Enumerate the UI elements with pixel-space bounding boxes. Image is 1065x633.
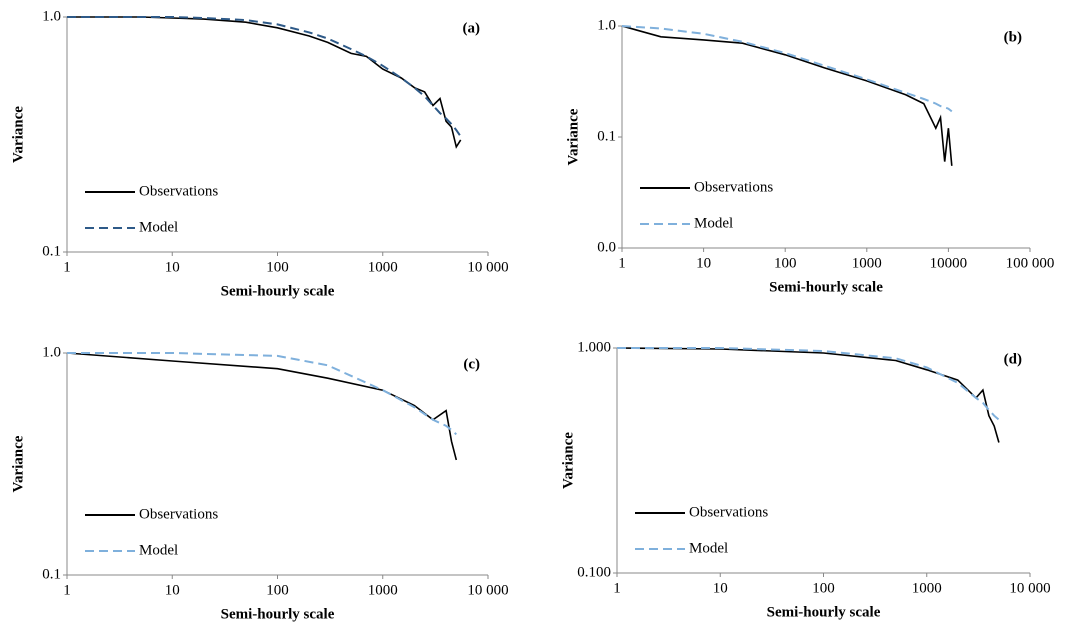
series-line [67, 16, 462, 149]
series-line [67, 352, 457, 436]
x-tick-label: 10 000 [467, 582, 508, 598]
legend-label: Observations [689, 504, 768, 520]
x-tick-label: 10 [696, 255, 711, 271]
panel-label: (d) [1004, 351, 1022, 367]
x-tick-label: 1000 [368, 259, 398, 275]
x-axis-label: Semi-hourly scale [221, 606, 335, 622]
x-tick-label: 1 [63, 259, 71, 275]
x-tick-label: 100 [812, 580, 835, 596]
x-axis-label: Semi-hourly scale [221, 283, 335, 299]
panel-label: (b) [1004, 29, 1022, 45]
y-tick-label: 1.0 [42, 344, 61, 360]
x-tick-label: 1000 [368, 582, 398, 598]
x-tick-label: 10 000 [1009, 580, 1050, 596]
y-axis-label: Variance [10, 106, 26, 163]
x-axis-label: Semi-hourly scale [769, 279, 883, 295]
x-tick-label: 10000 [930, 255, 968, 271]
y-tick-label: 1.0 [42, 8, 61, 24]
legend-label: Model [139, 542, 178, 558]
series-line [66, 352, 458, 461]
x-tick-label: 1 [613, 580, 621, 596]
series-line [67, 16, 462, 138]
panel-label: (c) [463, 356, 480, 372]
series-line [621, 25, 953, 113]
legend-label: Model [689, 540, 728, 556]
x-tick-label: 10 000 [467, 259, 508, 275]
panel-label: (a) [463, 20, 481, 36]
legend-label: Observations [139, 506, 218, 522]
y-tick-label: 1.000 [577, 339, 611, 355]
legend-label: Observations [139, 183, 218, 199]
x-tick-label: 100 [266, 259, 289, 275]
y-axis-label: Variance [560, 432, 576, 489]
y-tick-label: 1.0 [597, 17, 616, 33]
x-tick-label: 100 [774, 255, 797, 271]
series-line [621, 25, 953, 166]
x-tick-label: 10 [165, 259, 180, 275]
y-axis-label: Variance [565, 108, 581, 165]
legend-label: Model [694, 215, 733, 231]
y-tick-label: 0.1 [42, 566, 61, 582]
x-axis-label: Semi-hourly scale [767, 604, 881, 620]
x-tick-label: 100 000 [1006, 255, 1055, 271]
y-tick-label: 0.0 [597, 239, 616, 255]
legend-label: Observations [694, 179, 773, 195]
y-tick-label: 0.1 [597, 128, 616, 144]
x-tick-label: 10 [713, 580, 728, 596]
x-tick-label: 1 [63, 582, 71, 598]
series-line [617, 347, 1000, 421]
y-tick-label: 0.1 [42, 243, 61, 259]
legend-label: Model [139, 219, 178, 235]
x-tick-label: 1000 [912, 580, 942, 596]
x-tick-label: 10 [165, 582, 180, 598]
x-tick-label: 100 [266, 582, 289, 598]
x-tick-label: 1 [618, 255, 626, 271]
series-line [616, 347, 1000, 443]
x-tick-label: 1000 [852, 255, 882, 271]
y-tick-label: 0.100 [577, 564, 611, 580]
y-axis-label: Variance [10, 435, 26, 492]
